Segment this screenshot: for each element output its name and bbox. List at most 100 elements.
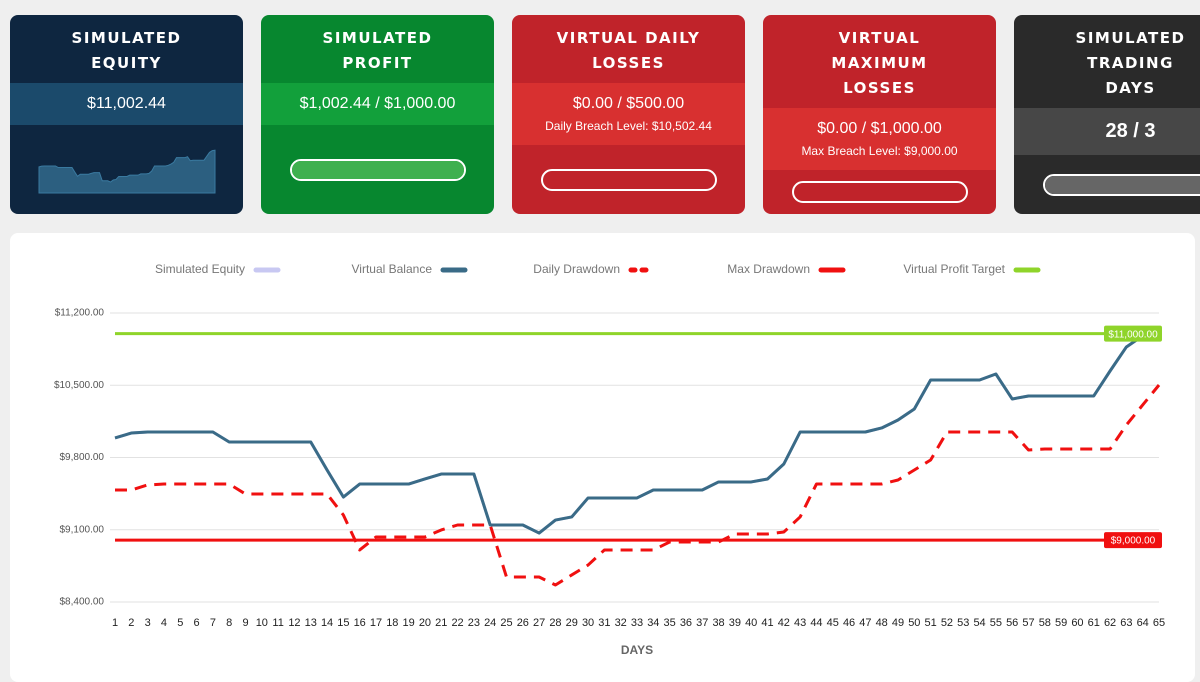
x-tick-label: 37 xyxy=(696,617,708,629)
card-value: $11,002.44 xyxy=(87,95,166,112)
card: VIRTUAL MAXIMUM LOSSES $0.00 / $1,000.00 Max… xyxy=(763,15,996,214)
x-tick-label: 48 xyxy=(876,617,888,629)
card-bottom xyxy=(763,170,996,214)
x-tick-label: 30 xyxy=(582,617,594,629)
x-tick-label: 29 xyxy=(566,617,578,629)
x-tick-label: 32 xyxy=(615,617,627,629)
x-tick-label: 45 xyxy=(827,617,839,629)
card-title-line: LOSSES xyxy=(843,79,916,97)
x-tick-label: 20 xyxy=(419,617,431,629)
reference-label: $9,000.00 xyxy=(1111,536,1156,547)
card-detail: Daily Breach Level: $10,502.44 xyxy=(545,119,712,133)
x-tick-label: 35 xyxy=(664,617,676,629)
x-tick-label: 5 xyxy=(177,617,183,629)
card-title-line: LOSSES xyxy=(592,54,665,72)
card-title-line: DAYS xyxy=(1105,79,1156,97)
x-tick-label: 49 xyxy=(892,617,904,629)
x-tick-label: 16 xyxy=(354,617,366,629)
x-tick-label: 61 xyxy=(1088,617,1100,629)
card-band: $0.00 / $1,000.00 Max Breach Level: $9,00… xyxy=(763,108,996,170)
x-tick-label: 42 xyxy=(778,617,790,629)
card-title-line: VIRTUAL xyxy=(838,29,921,47)
card: SIMULATED EQUITY $11,002.44 xyxy=(10,15,243,214)
card: SIMULATED PROFIT $1,002.44 / $1,000.00 xyxy=(261,15,494,214)
card-title-line: TRADING xyxy=(1087,54,1174,72)
x-tick-label: 14 xyxy=(321,617,333,629)
x-tick-label: 38 xyxy=(712,617,724,629)
x-tick-label: 46 xyxy=(843,617,855,629)
x-tick-label: 44 xyxy=(810,617,822,629)
legend-label: Virtual Balance xyxy=(352,262,433,276)
x-tick-label: 36 xyxy=(680,617,692,629)
x-tick-label: 25 xyxy=(500,617,512,629)
x-tick-label: 59 xyxy=(1055,617,1067,629)
card-bottom xyxy=(1014,155,1200,214)
x-tick-label: 18 xyxy=(386,617,398,629)
x-tick-label: 7 xyxy=(210,617,216,629)
x-tick-label: 52 xyxy=(941,617,953,629)
card-band: $0.00 / $500.00 Daily Breach Level: $10,5… xyxy=(512,83,745,145)
x-tick-label: 13 xyxy=(305,617,317,629)
x-tick-label: 9 xyxy=(242,617,248,629)
card-value: $0.00 / $500.00 xyxy=(572,95,685,112)
x-tick-label: 60 xyxy=(1071,617,1083,629)
x-tick-label: 62 xyxy=(1104,617,1116,629)
card-title: SIMULATED PROFIT xyxy=(261,15,494,83)
card-band: 28 / 3 xyxy=(1014,108,1200,155)
x-tick-label: 47 xyxy=(859,617,871,629)
card-title: SIMULATED TRADING DAYS xyxy=(1014,15,1200,108)
card-title-line: VIRTUAL DAILY xyxy=(556,29,701,47)
reference-label-box xyxy=(1104,325,1162,342)
x-tick-label: 55 xyxy=(990,617,1002,629)
progress-bar xyxy=(791,181,968,203)
legend-label: Simulated Equity xyxy=(155,262,245,276)
x-tick-label: 2 xyxy=(128,617,134,629)
x-tick-label: 43 xyxy=(794,617,806,629)
sparkline-area xyxy=(38,149,215,193)
x-tick-label: 31 xyxy=(598,617,610,629)
x-tick-label: 4 xyxy=(161,617,167,629)
y-tick-label: $10,500.00 xyxy=(54,380,104,391)
x-tick-label: 40 xyxy=(745,617,757,629)
x-tick-label: 41 xyxy=(761,617,773,629)
card-title-line: SIMULATED xyxy=(322,29,433,47)
x-tick-label: 26 xyxy=(517,617,529,629)
card-value: $1,002.44 / $1,000.00 xyxy=(299,95,456,112)
card-title-line: PROFIT xyxy=(342,54,413,72)
x-tick-label: 17 xyxy=(370,617,382,629)
x-tick-label: 28 xyxy=(549,617,561,629)
x-axis-label: DAYS xyxy=(621,643,653,657)
y-tick-label: $11,200.00 xyxy=(55,308,105,319)
y-tick-label: $9,800.00 xyxy=(60,452,105,463)
x-tick-label: 39 xyxy=(729,617,741,629)
legend-label: Virtual Profit Target xyxy=(903,262,1005,276)
x-tick-label: 53 xyxy=(957,617,969,629)
x-tick-label: 3 xyxy=(145,617,151,629)
card-detail: Max Breach Level: $9,000.00 xyxy=(801,144,958,158)
card-bottom xyxy=(261,125,494,214)
progress-fill xyxy=(1044,175,1200,194)
x-tick-label: 15 xyxy=(337,617,349,629)
sparkline xyxy=(38,149,215,193)
x-tick-label: 33 xyxy=(631,617,643,629)
x-tick-label: 27 xyxy=(533,617,545,629)
x-tick-label: 19 xyxy=(403,617,415,629)
x-tick-label: 24 xyxy=(484,617,496,629)
x-tick-label: 1 xyxy=(112,617,118,629)
card-bottom xyxy=(512,145,745,214)
legend-label: Daily Drawdown xyxy=(533,262,620,276)
x-tick-label: 22 xyxy=(451,617,463,629)
x-tick-label: 63 xyxy=(1120,617,1132,629)
card-title: VIRTUAL DAILY LOSSES xyxy=(512,15,745,83)
series-line xyxy=(114,331,1160,535)
x-tick-label: 8 xyxy=(226,617,232,629)
x-tick-label: 50 xyxy=(908,617,920,629)
x-tick-label: 23 xyxy=(468,617,480,629)
x-tick-label: 54 xyxy=(973,617,985,629)
reference-label-box xyxy=(1104,532,1162,549)
x-tick-label: 65 xyxy=(1153,617,1165,629)
x-tick-label: 34 xyxy=(647,617,659,629)
y-tick-label: $8,400.00 xyxy=(60,597,105,608)
